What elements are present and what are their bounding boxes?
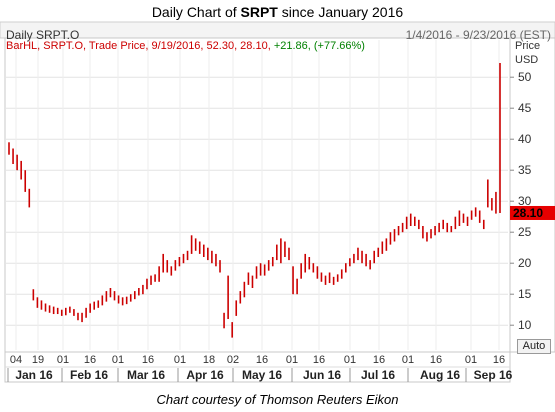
date-range: 1/4/2016 - 9/23/2016 (EST) [405, 28, 551, 42]
x-tick-label: 01 [286, 354, 298, 366]
month-label: Apr 16 [186, 368, 224, 382]
x-tick-label: 16 [493, 354, 505, 366]
x-tick-label: 16 [142, 354, 154, 366]
month-label: Jul 16 [361, 368, 395, 382]
x-tick-label: 18 [203, 354, 215, 366]
y-tick-label: 10 [518, 318, 532, 332]
y-tick-label: 35 [518, 163, 532, 177]
y-tick-label: 20 [518, 256, 532, 270]
month-label: Feb 16 [70, 368, 108, 382]
x-tick-label: 01 [174, 354, 186, 366]
x-tick-label: 16 [84, 354, 96, 366]
instrument-name: Daily SRPT.O [6, 28, 80, 42]
price-bars [8, 62, 501, 338]
y-tick-label: 15 [518, 287, 532, 301]
price-axis [509, 37, 555, 353]
x-tick-label: 01 [465, 354, 477, 366]
month-label: Aug 16 [420, 368, 460, 382]
x-axis-ticks: 04 19 01 16 01 16 01 18 02 16 01 16 01 16 01 16 01 16 Jan … [7, 354, 513, 382]
month-label: Jun 16 [303, 368, 341, 382]
plot-area [4, 37, 511, 353]
y-tick-label: 45 [518, 101, 532, 115]
x-tick-label: 01 [402, 354, 414, 366]
x-tick-label: 16 [373, 354, 385, 366]
x-tick-label: 01 [57, 354, 69, 366]
x-tick-label: 04 [10, 354, 22, 366]
price-axis-label-bottom: USD [515, 54, 538, 66]
month-label: Sep 16 [474, 368, 513, 382]
month-label: Jan 16 [15, 368, 53, 382]
y-tick-label: 40 [518, 132, 532, 146]
last-price-marker: 28.10 [510, 205, 555, 220]
y-tick-label: 30 [518, 194, 532, 208]
x-tick-label: 01 [112, 354, 124, 366]
price-axis-label-top: Price [515, 40, 540, 52]
x-tick-label: 16 [256, 354, 268, 366]
x-tick-label: 19 [32, 354, 44, 366]
x-tick-label: 16 [430, 354, 442, 366]
x-tick-label: 02 [227, 354, 239, 366]
legend-text: BarHL, SRPT.O, Trade Price, 9/19/2016, 5… [6, 40, 365, 52]
gridlines [6, 40, 508, 350]
chart-caption: Chart courtesy of Thomson Reuters Eikon [156, 392, 399, 407]
auto-scale-button[interactable]: Auto [517, 339, 551, 354]
last-price-value: 28.10 [513, 206, 543, 220]
month-label: May 16 [242, 368, 282, 382]
y-tick-label: 50 [518, 70, 532, 84]
y-axis-ticks: 10 15 20 25 30 35 40 45 50 [510, 70, 532, 332]
chart-title: Daily Chart of SRPT since January 2016 [151, 4, 404, 20]
month-label: Mar 16 [127, 368, 165, 382]
x-tick-label: 16 [313, 354, 325, 366]
x-tick-label: 01 [344, 354, 356, 366]
y-tick-label: 25 [518, 225, 532, 239]
